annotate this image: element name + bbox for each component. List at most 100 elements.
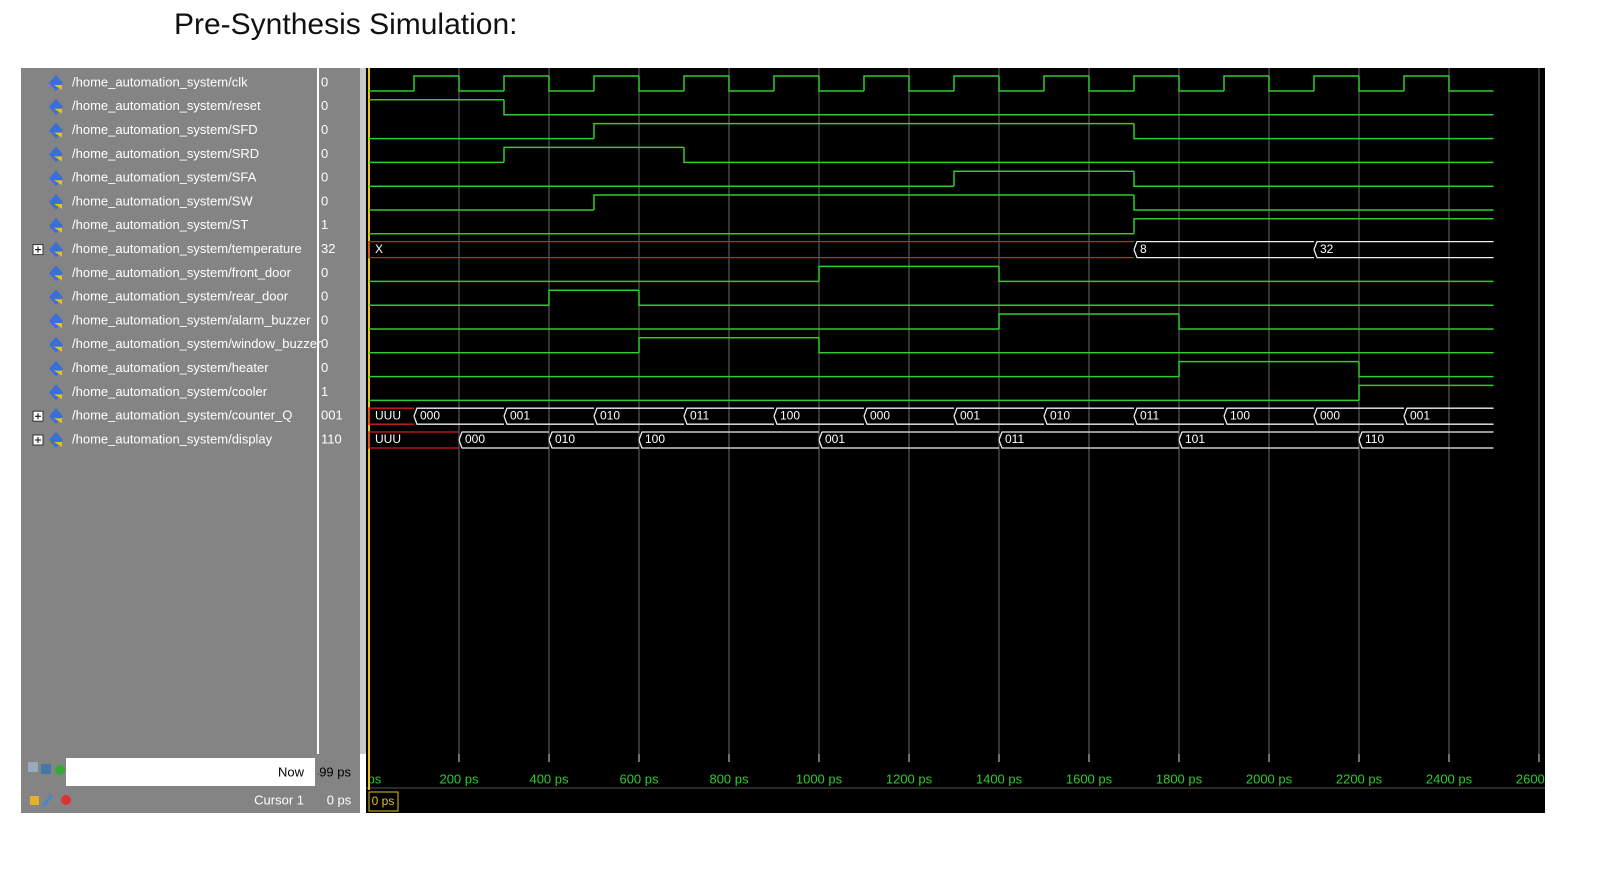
bus-value: 8 bbox=[1140, 242, 1147, 256]
wave-segment bbox=[503, 75, 549, 91]
now-box bbox=[66, 758, 315, 786]
wave-segment bbox=[1358, 361, 1494, 378]
bus-segment bbox=[1133, 407, 1224, 425]
cursor-box-label: 0 ps bbox=[372, 794, 395, 808]
bus-segment bbox=[1358, 431, 1494, 449]
signal-name: /home_automation_system/SW bbox=[72, 193, 253, 208]
tick-label: 1000 ps bbox=[796, 771, 843, 786]
bus-value: 32 bbox=[1320, 242, 1334, 256]
signal-icon bbox=[54, 323, 62, 328]
signal-name: /home_automation_system/heater bbox=[72, 360, 269, 375]
bus-value: UUU bbox=[375, 432, 401, 446]
signal-name: /home_automation_system/alarm_buzzer bbox=[72, 312, 311, 327]
tick-label: 200 ps bbox=[439, 771, 479, 786]
wave-segment bbox=[1358, 76, 1404, 92]
signal-name: /home_automation_system/window_buzzer bbox=[72, 336, 322, 351]
signal-icon bbox=[54, 227, 62, 233]
icon bbox=[61, 795, 71, 805]
waves: 0 ps 200 ps 400 ps 600 ps 800 ps 1000 ps 1200 … bbox=[366, 68, 1545, 812]
cursor-label: Cursor 1 bbox=[254, 792, 304, 807]
bus-segment bbox=[593, 407, 684, 425]
bus-segment bbox=[1313, 407, 1404, 425]
signal-value: 1 bbox=[321, 384, 328, 399]
bus-value: 101 bbox=[1185, 432, 1205, 446]
signal-name: /home_automation_system/SRD bbox=[72, 146, 259, 161]
bus-segment bbox=[1223, 407, 1314, 425]
bus-segment bbox=[458, 431, 549, 449]
signal-name: /home_automation_system/clk bbox=[72, 74, 248, 89]
signal-value: 0 bbox=[321, 146, 328, 161]
wave-segment bbox=[1178, 360, 1359, 377]
bus-value: UUU bbox=[375, 408, 401, 422]
icon bbox=[41, 764, 51, 774]
bus-segment bbox=[413, 407, 504, 425]
bus-segment bbox=[1178, 431, 1359, 449]
signal-icon bbox=[54, 299, 62, 305]
bus-segment bbox=[638, 431, 819, 449]
name-panel bbox=[21, 68, 317, 754]
now-value: 2499 ps bbox=[305, 764, 352, 779]
bus-segment bbox=[1403, 407, 1494, 425]
signal-icon bbox=[54, 108, 62, 114]
bus-value: 001 bbox=[1410, 408, 1430, 422]
wave-segment bbox=[863, 75, 909, 91]
signal-name: /home_automation_system/front_door bbox=[72, 265, 292, 280]
signal-icon bbox=[54, 85, 62, 90]
wave-segment bbox=[1133, 218, 1494, 234]
wave-segment bbox=[548, 76, 594, 92]
bus-value: 000 bbox=[1320, 408, 1340, 422]
signal-value: 0 bbox=[321, 74, 328, 89]
wave-segment bbox=[908, 76, 954, 92]
wave-segment bbox=[1223, 75, 1269, 91]
signal-name: /home_automation_system/rear_door bbox=[72, 289, 289, 304]
signal-value: 0 bbox=[321, 336, 328, 351]
wave-segment bbox=[998, 266, 1494, 283]
divider bbox=[360, 68, 366, 754]
bus-segment bbox=[368, 407, 414, 425]
tick-label: 2000 ps bbox=[1246, 771, 1293, 786]
wave-segment bbox=[1133, 195, 1494, 211]
bus-segment bbox=[683, 407, 774, 425]
expand-icon bbox=[35, 413, 41, 420]
signal-value: 0 bbox=[321, 193, 328, 208]
wave-segment bbox=[503, 146, 684, 163]
bus-value: 001 bbox=[960, 408, 980, 422]
expand-icon bbox=[35, 437, 41, 443]
signal-value: 0 bbox=[321, 265, 328, 280]
bus-value: 010 bbox=[555, 432, 575, 446]
bus-segment bbox=[368, 431, 459, 449]
signal-icon bbox=[54, 156, 62, 162]
cursor-box bbox=[368, 791, 399, 812]
icon bbox=[28, 762, 38, 772]
bus-segment bbox=[773, 407, 864, 425]
tick-label: 1600 ps bbox=[1066, 771, 1113, 786]
wave-segment bbox=[413, 75, 459, 91]
signal-name: /home_automation_system/reset bbox=[72, 98, 261, 113]
bus-segment bbox=[818, 431, 999, 449]
wave-segment bbox=[1178, 76, 1224, 92]
tick-label: 1400 ps bbox=[976, 771, 1023, 786]
wave-segment bbox=[1358, 384, 1494, 401]
wave-segment bbox=[1088, 76, 1134, 92]
bus-value: 110 bbox=[1365, 432, 1384, 446]
wave-segment bbox=[953, 75, 999, 91]
tick-label: 1800 ps bbox=[1156, 771, 1203, 786]
signal-name: /home_automation_system/counter_Q bbox=[72, 408, 292, 423]
bus-value: 100 bbox=[780, 408, 800, 422]
wave-segment bbox=[593, 122, 1134, 139]
cursor-value: 0 ps bbox=[327, 792, 352, 807]
bus-value: 100 bbox=[1230, 408, 1250, 422]
tick-label: 400 ps bbox=[529, 771, 569, 786]
bus-segment bbox=[548, 431, 639, 449]
wave-segment bbox=[1133, 171, 1494, 187]
signal-name: /home_automation_system/cooler bbox=[72, 384, 268, 399]
signal-value: 1 bbox=[321, 217, 328, 232]
wave-segment bbox=[773, 75, 819, 91]
signal-icon bbox=[54, 204, 62, 209]
signal-icon bbox=[54, 180, 62, 186]
signal-value: 0 bbox=[321, 122, 328, 137]
wave-segment bbox=[1178, 314, 1494, 330]
wave-segment bbox=[1043, 75, 1089, 91]
wave-segment bbox=[818, 265, 999, 282]
